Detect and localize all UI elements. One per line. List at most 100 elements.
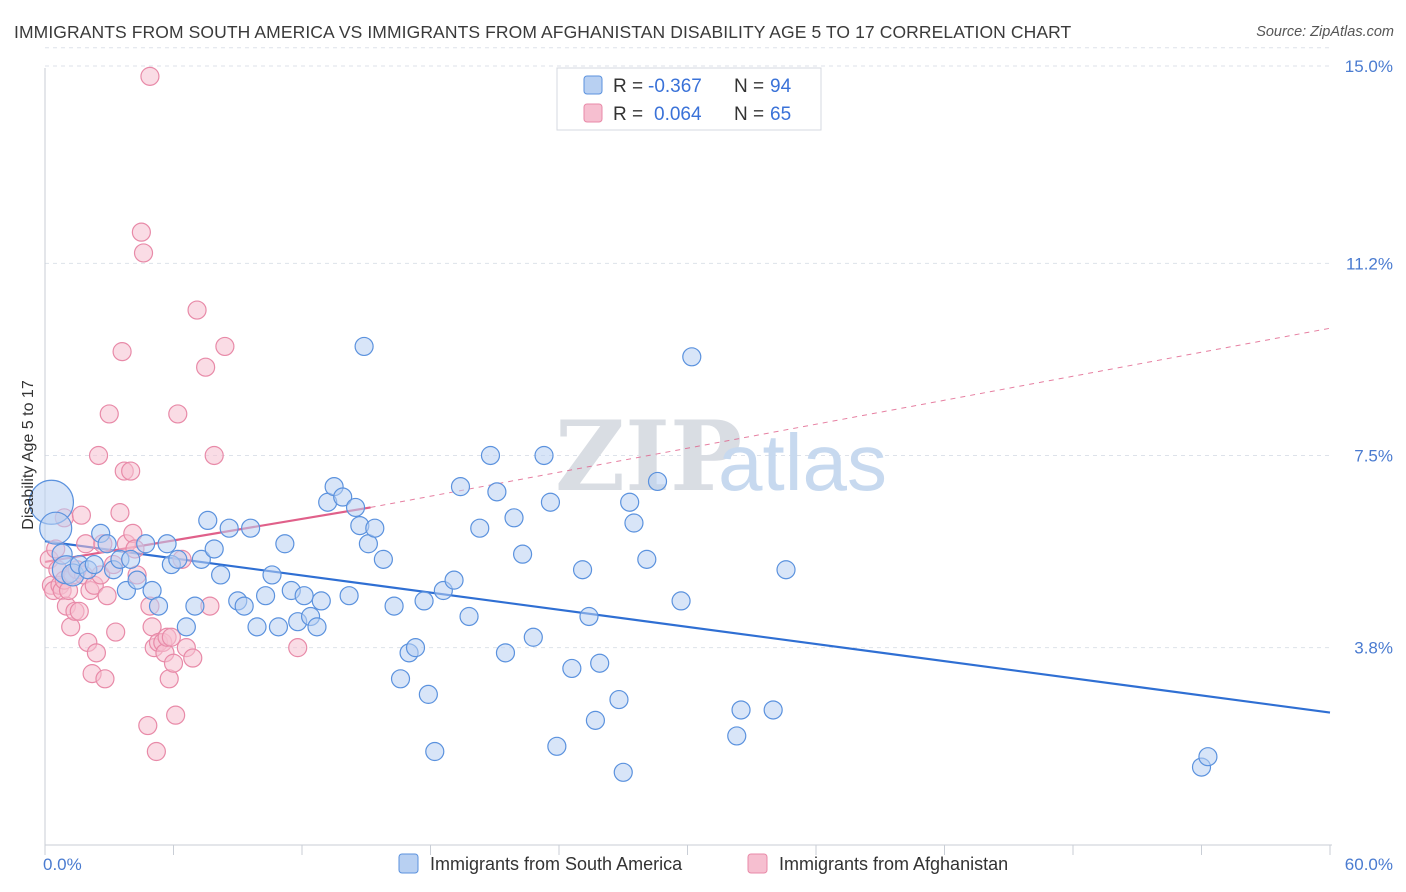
point-south-america [776,560,796,580]
point-afghanistan [95,669,115,689]
point-afghanistan [110,503,130,523]
point-south-america [211,565,231,585]
point-afghanistan [112,342,132,362]
point-afghanistan [88,445,109,466]
legend-n-value-blue: 94 [770,76,792,97]
point-south-america [373,549,393,569]
point-south-america [459,606,479,627]
bottom-legend: Immigrants from South America Immigrants… [398,853,1008,874]
point-south-america [613,762,633,782]
point-south-america [512,544,533,564]
bottom-legend-swatch-pink [747,853,768,874]
legend-n-label-pink: N = [734,104,764,125]
point-afghanistan [76,534,96,554]
point-south-america [671,591,691,611]
bottom-legend-label-blue: Immigrants from South America [430,854,683,874]
trend-line-afghanistan [44,506,371,564]
point-south-america [547,736,567,756]
point-south-america [219,518,239,538]
legend-r-label-pink: R = [613,104,643,125]
x-tick-label: 60.0% [1345,855,1393,874]
point-south-america [191,549,211,569]
point-south-america [763,700,783,720]
point-south-america [262,565,282,585]
points-layer [28,66,1218,782]
point-afghanistan [288,638,308,658]
point-afghanistan [97,586,117,606]
point-south-america [333,487,353,507]
trend-line-afghanistan-extension [370,327,1331,508]
y-tick-label: 15.0% [1345,57,1393,76]
point-afghanistan [163,653,184,673]
watermark-atlas: atlas [718,418,887,507]
legend-r-value-blue: -0.367 [648,76,702,97]
point-south-america [414,591,434,611]
point-afghanistan [140,66,160,86]
point-south-america [444,570,464,590]
y-tick-label: 11.2% [1346,254,1393,273]
watermark: ZIP atlas [555,400,887,513]
point-south-america [185,596,205,616]
point-south-america [637,549,657,569]
point-south-america [345,497,366,518]
x-tick-label: 0.0% [43,855,82,874]
y-axis-title: Disability Age 5 to 17 [20,380,37,530]
point-south-america [579,606,599,627]
point-south-america [682,347,702,367]
axis-layer [44,68,1332,855]
point-south-america [470,518,490,538]
point-south-america [523,627,543,647]
labels-layer: 3.8% 7.5% 11.2% 15.0% 0.0% 60.0% [43,57,1393,874]
point-south-america [247,617,267,637]
point-south-america [585,710,606,730]
point-south-america [590,653,610,673]
legend-r-label-blue: R = [613,76,643,97]
point-south-america [1198,747,1218,767]
point-south-america [620,492,640,512]
point-afghanistan [99,404,119,424]
y-tick-label: 3.8% [1354,639,1393,658]
point-south-america [354,336,374,357]
point-south-america [97,534,117,554]
watermark-zip: ZIP [555,400,742,513]
point-south-america [418,684,438,704]
point-south-america [450,477,471,497]
point-south-america [294,586,314,606]
point-south-america [255,586,276,606]
point-south-america [405,638,426,658]
point-south-america [39,511,73,545]
point-south-america [487,482,507,502]
point-afghanistan [133,243,154,263]
point-afghanistan [131,222,151,242]
point-south-america [339,586,359,606]
point-south-america [540,492,561,512]
legend-r-value-pink: 0.064 [654,104,702,125]
point-south-america [390,669,411,689]
point-afghanistan [161,627,181,647]
legend-n-label-blue: N = [734,76,764,97]
point-south-america [275,534,295,554]
point-south-america [168,549,188,569]
point-south-america [534,445,554,466]
legend-swatch-pink [583,103,603,123]
point-south-america [647,471,668,492]
point-south-america [234,596,254,616]
point-afghanistan [138,715,158,736]
point-south-america [384,596,404,616]
point-south-america [425,741,445,762]
point-afghanistan [215,336,235,357]
point-south-america [365,518,385,538]
trend-line-south-america [44,540,1331,714]
point-south-america [562,658,582,679]
trend-layer [44,327,1331,714]
point-south-america [495,643,516,663]
point-south-america [176,617,196,637]
bottom-legend-swatch-blue [398,853,419,874]
y-tick-label: 7.5% [1354,446,1393,465]
point-afghanistan [121,461,141,481]
point-afghanistan [183,648,203,668]
point-south-america [268,617,289,637]
point-south-america [198,510,218,531]
legend-swatch-blue [583,75,603,95]
